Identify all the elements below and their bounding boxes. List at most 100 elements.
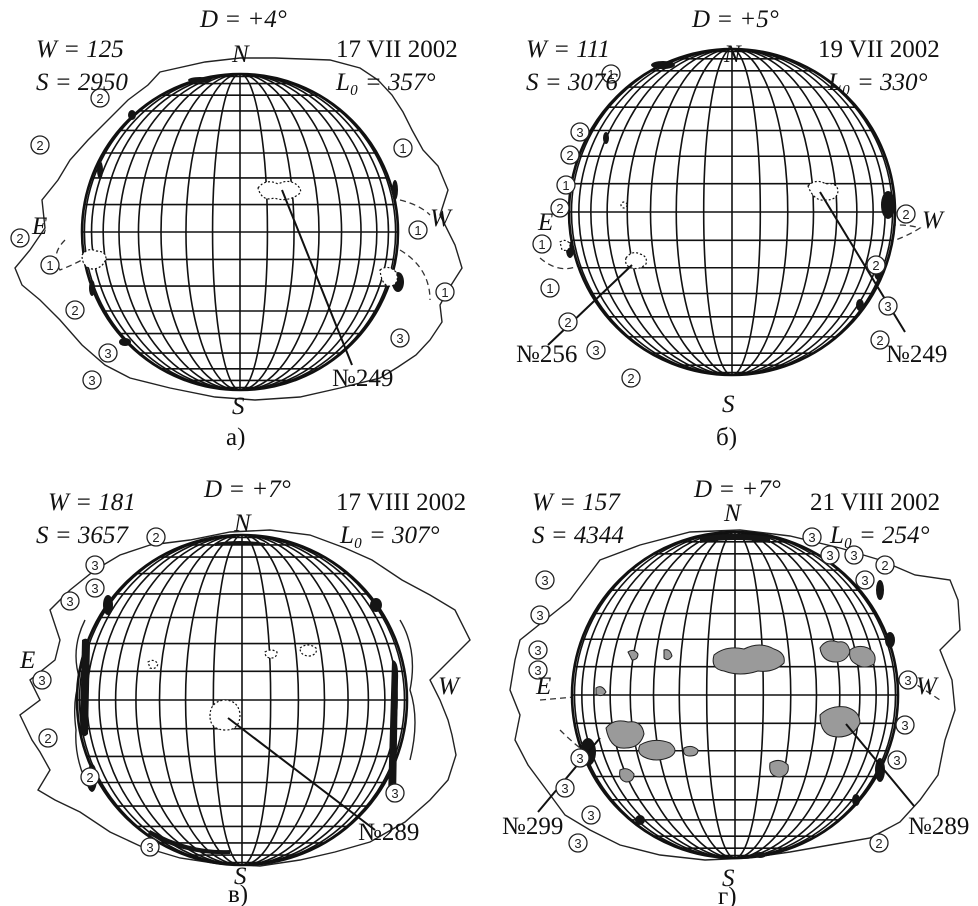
east-label-a: E (31, 213, 47, 240)
svg-text:3: 3 (576, 751, 583, 766)
zone-marker: 2 (38, 728, 58, 748)
corona-boundary-c (19, 529, 471, 867)
svg-text:3: 3 (534, 663, 541, 678)
zone-marker: 3 (528, 640, 548, 660)
svg-text:1: 1 (414, 223, 421, 238)
svg-text:3: 3 (592, 343, 599, 358)
svg-text:1: 1 (607, 67, 614, 82)
zone-marker: 3 (98, 343, 118, 363)
svg-text:3: 3 (901, 718, 908, 733)
zone-marker: 3 (390, 328, 410, 348)
heliographic-grid-c (77, 534, 407, 866)
zone-markers-c: 2 3 3 3 3 2 2 3 3 (32, 527, 405, 857)
zone-marker: 3 (878, 296, 898, 316)
svg-text:3: 3 (536, 608, 543, 623)
zone-marker: 2 (146, 527, 166, 547)
west-label-b: W (922, 207, 945, 234)
zone-marker: 3 (385, 783, 405, 803)
svg-text:3: 3 (541, 573, 548, 588)
svg-text:3: 3 (391, 786, 398, 801)
svg-text:3: 3 (904, 673, 911, 688)
date-b: 19 VII 2002 (818, 36, 940, 63)
west-label-a: W (430, 205, 453, 232)
svg-text:2: 2 (96, 91, 103, 106)
svg-text:3: 3 (574, 836, 581, 851)
svg-text:1: 1 (546, 281, 553, 296)
east-label-b: E (537, 209, 553, 236)
south-label-b: S (722, 391, 735, 418)
zone-marker: 1 (540, 278, 560, 298)
svg-text:3: 3 (38, 673, 45, 688)
svg-text:3: 3 (587, 808, 594, 823)
region-label-249-b: №249 (886, 341, 947, 368)
zone-marker: 3 (528, 660, 548, 680)
svg-text:2: 2 (71, 303, 78, 318)
svg-text:3: 3 (396, 331, 403, 346)
zone-marker: 2 (10, 228, 30, 248)
zone-marker: 1 (556, 175, 576, 195)
zone-marker: 3 (586, 340, 606, 360)
pointer-289-d (845, 723, 915, 807)
region-label-289-d: №289 (908, 813, 969, 840)
zone-marker: 3 (85, 555, 105, 575)
svg-text:2: 2 (881, 558, 888, 573)
west-label-c: W (438, 673, 461, 700)
wolf-number-b: W = 111 (526, 36, 610, 63)
svg-text:2: 2 (564, 315, 571, 330)
svg-text:1: 1 (538, 237, 545, 252)
zone-marker: 3 (32, 670, 52, 690)
area-value-d: S = 4344 (532, 522, 624, 549)
area-value-a: S = 2950 (36, 69, 128, 96)
carrington-longitude-a: L₀ = 357° (335, 69, 435, 96)
zone-marker: 3 (568, 833, 588, 853)
wolf-number-a: W = 125 (36, 36, 124, 63)
tilt-label-b: D = +5° (691, 6, 779, 33)
region-label-249-a: №249 (332, 365, 393, 392)
zone-marker: 2 (550, 198, 570, 218)
svg-text:3: 3 (884, 299, 891, 314)
active-regions-b (559, 180, 839, 270)
active-regions-d (595, 640, 876, 783)
svg-text:3: 3 (534, 643, 541, 658)
svg-text:2: 2 (152, 530, 159, 545)
heliographic-grid-a (82, 73, 398, 391)
svg-text:3: 3 (561, 781, 568, 796)
svg-text:3: 3 (88, 373, 95, 388)
caption-b: б) (716, 424, 737, 451)
svg-text:2: 2 (44, 731, 51, 746)
zone-marker: 3 (820, 545, 840, 565)
caption-d: г) (718, 883, 737, 906)
zone-marker: 2 (875, 555, 895, 575)
svg-text:2: 2 (876, 333, 883, 348)
pointer-289-c (227, 717, 376, 831)
pointer-299-d (537, 737, 601, 813)
zone-marker: 1 (40, 255, 60, 275)
svg-text:1: 1 (46, 258, 53, 273)
svg-text:1: 1 (399, 141, 406, 156)
zone-marker: 3 (530, 605, 550, 625)
zone-marker: 3 (570, 122, 590, 142)
svg-text:3: 3 (146, 840, 153, 855)
zone-marker: 1 (601, 64, 621, 84)
carrington-longitude-d: L₀ = 254° (829, 522, 929, 549)
region-label-256-b: №256 (516, 341, 577, 368)
region-label-289-c: №289 (358, 819, 419, 846)
tilt-label-c: D = +7° (203, 476, 291, 503)
zone-marker: 2 (621, 368, 641, 388)
svg-text:2: 2 (16, 231, 23, 246)
zone-marker: 3 (570, 748, 590, 768)
svg-text:3: 3 (91, 581, 98, 596)
area-value-c: S = 3657 (36, 522, 129, 549)
caption-c: в) (228, 881, 248, 906)
zone-marker: 2 (30, 135, 50, 155)
north-label-d: N (723, 500, 742, 527)
heliographic-grid-d (572, 531, 898, 859)
svg-text:3: 3 (850, 548, 857, 563)
zone-marker: 3 (60, 591, 80, 611)
zone-marker: 3 (555, 778, 575, 798)
svg-text:3: 3 (826, 548, 833, 563)
svg-text:2: 2 (902, 207, 909, 222)
